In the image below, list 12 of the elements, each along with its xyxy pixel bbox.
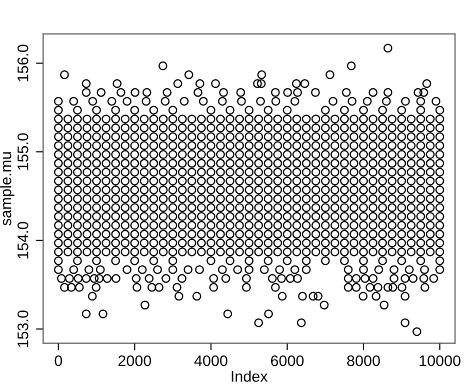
x-tick-label: 4000 xyxy=(194,355,228,366)
x-tick-label: 6000 xyxy=(271,355,304,366)
y-tick-label: 156.0 xyxy=(17,44,28,82)
y-axis-title: sample.mu xyxy=(0,152,14,226)
x-tick-label: 8000 xyxy=(347,355,380,366)
x-tick-label: 10000 xyxy=(420,355,460,366)
y-tick-label: 154.0 xyxy=(17,222,28,258)
x-tick-label: 0 xyxy=(54,355,62,366)
x-tick-label: 2000 xyxy=(118,355,152,366)
y-tick-label: 155.0 xyxy=(17,133,28,170)
y-tick-label: 153.0 xyxy=(17,310,28,347)
x-axis-title: Index xyxy=(232,370,268,382)
